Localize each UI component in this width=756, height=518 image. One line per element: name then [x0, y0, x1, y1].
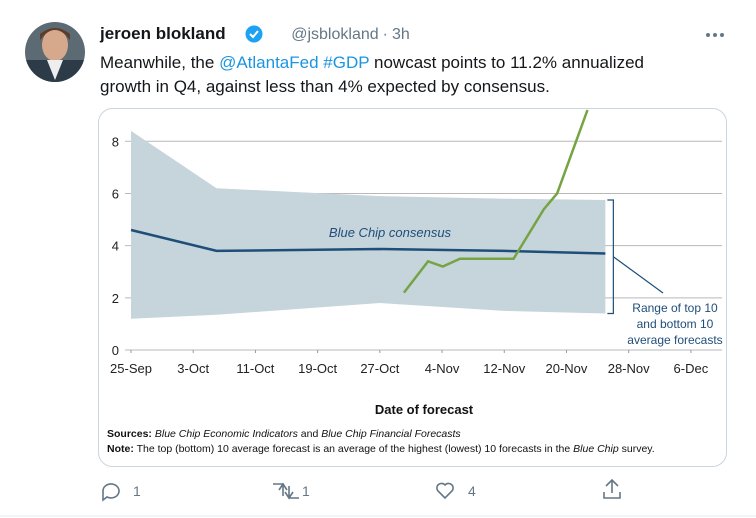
tweet-line: growth in Q4, against less than 4% expec… [100, 77, 550, 96]
y-tick-label: 2 [112, 291, 119, 306]
mention-link[interactable]: #GDP [319, 53, 370, 72]
actions [102, 478, 621, 502]
note-run: Blue Chip [573, 443, 619, 455]
series-line [130, 228, 606, 255]
tweet-meta: @jsblokland · 3h [269, 26, 423, 43]
x-tick-label: 4-Nov [425, 361, 460, 376]
x-tick-label: 19-Oct [298, 361, 337, 376]
x-tick-label: 20-Nov [546, 361, 588, 376]
tweet-line: Meanwhile, the @AtlantaFed #GDP nowcast … [100, 53, 644, 72]
x-tick-label: 12-Nov [483, 361, 525, 376]
note-run: The top (bottom) 10 average forecast is … [134, 443, 573, 455]
retweet-count: 1 [302, 483, 310, 499]
chart: 0 2 4 6 8 25-Sep 3-Oct 11-Oct 19-Oct 27-Oct 4-Nov 1… [107, 109, 723, 455]
text-run: growth in Q4, against less than 4% expec… [100, 77, 550, 96]
series-line [402, 109, 589, 294]
range-connector [613, 256, 664, 294]
y-tick-label: 6 [112, 186, 119, 201]
reply-count: 1 [133, 483, 141, 499]
author-name[interactable]: jeroen blokland [99, 24, 226, 43]
tweet-text: Meanwhile, the @AtlantaFed #GDP nowcast … [100, 53, 644, 96]
text-run: Meanwhile, the [100, 53, 219, 72]
timestamp[interactable]: 3h [392, 26, 410, 43]
share-icon[interactable] [603, 478, 621, 499]
series-annotation: Blue Chip consensus [329, 225, 452, 240]
y-tick-label: 0 [112, 343, 119, 358]
sources-run: and [298, 428, 321, 440]
reply-icon[interactable] [102, 483, 120, 502]
x-tick-label: 11-Oct [236, 361, 274, 376]
x-tick-label: 25-Sep [110, 361, 152, 376]
like-icon[interactable] [436, 482, 454, 500]
y-tick-label: 4 [112, 239, 119, 254]
note-run: Note: [107, 443, 134, 455]
separator: · [383, 26, 388, 43]
mention-link[interactable]: @AtlantaFed [219, 53, 318, 72]
range-annotation: and bottom 10 [637, 317, 714, 331]
text-run: nowcast points to 11.2% annualized [369, 53, 644, 72]
retweet-icon[interactable] [273, 482, 299, 500]
x-tick-label: 3-Oct [177, 361, 209, 376]
more-menu[interactable] [706, 33, 724, 37]
x-tick-label: 28-Nov [608, 361, 650, 376]
sources-run: Sources: [107, 428, 152, 440]
x-axis-title: Date of forecast [375, 402, 474, 417]
range-annotation: average forecasts [627, 333, 722, 347]
x-tick-label: 27-Oct [360, 361, 399, 376]
y-tick-label: 8 [112, 134, 119, 149]
avatar[interactable] [25, 22, 85, 90]
like-count: 4 [468, 483, 476, 499]
handle[interactable]: @jsblokland [291, 26, 378, 43]
sources-run: Blue Chip Economic Indicators [152, 428, 299, 440]
verified-badge [245, 25, 263, 43]
range-band [131, 130, 606, 319]
note-run: survey. [619, 443, 655, 455]
range-bracket [607, 199, 614, 315]
range-annotation: Range of top 10 [632, 301, 718, 315]
sources-text: Sources: Blue Chip Economic Indicators a… [107, 428, 461, 440]
sources-run: Blue Chip Financial Forecasts [321, 428, 461, 440]
note-text: Note: The top (bottom) 10 average foreca… [107, 443, 655, 455]
x-tick-label: 6-Dec [674, 361, 709, 376]
